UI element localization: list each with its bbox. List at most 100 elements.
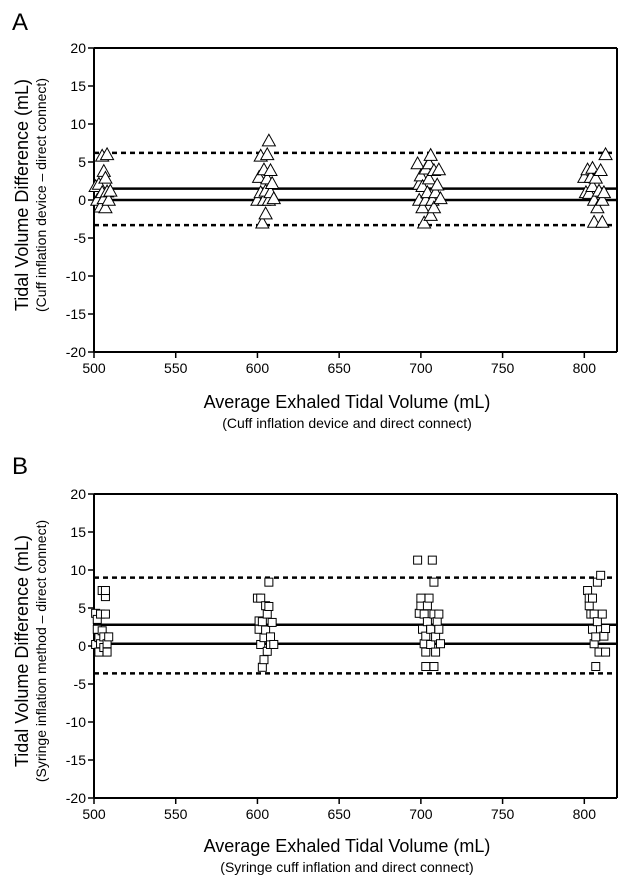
panel-a-data-point xyxy=(433,190,448,205)
panel-b-data-point xyxy=(431,647,441,657)
panel-a-xtick-label: 750 xyxy=(491,360,515,376)
panel-a-ytick-label: -15 xyxy=(66,306,86,322)
panel-a-data-point xyxy=(588,170,604,184)
panel-a-data-point xyxy=(266,190,282,205)
panel-b-data-point xyxy=(596,570,606,580)
panel-b-data-point xyxy=(592,617,602,627)
panel-b-data-point xyxy=(269,639,279,649)
panel-b-data-point xyxy=(100,586,110,596)
panel-a-xtick-label: 700 xyxy=(409,360,433,376)
panel-b-data-point xyxy=(421,662,431,672)
panel-a-data-point xyxy=(264,175,280,189)
panel-a-data-point xyxy=(259,146,275,161)
panel-b-ylabel: Tidal Volume Difference (mL) xyxy=(12,535,32,767)
panel-b-data-point xyxy=(434,609,444,619)
panel-b-data-point xyxy=(591,662,601,672)
panel-b-data-point xyxy=(597,609,607,619)
panel-a-data-point xyxy=(431,162,447,176)
panel-b-data-point xyxy=(266,632,276,642)
panel-a-xtick-label: 650 xyxy=(327,360,351,376)
panel-b-ytick-label: 15 xyxy=(70,524,86,540)
panel-b-data-point xyxy=(429,662,439,672)
panel-b-data-point xyxy=(416,593,426,603)
panel-b-ytick-label: -5 xyxy=(74,676,87,692)
panel-b-data-point xyxy=(264,601,274,611)
panel-b-data-point xyxy=(599,631,609,641)
panel-a-data-point xyxy=(415,200,430,214)
panel-b-data-point xyxy=(424,593,434,603)
panel-b-ytick-label: -15 xyxy=(66,752,86,768)
panel-b-ylabel-sub: (Syringe inflation method – direct conne… xyxy=(33,520,49,782)
panel-b-data-point xyxy=(421,647,431,657)
panel-b-data-point xyxy=(100,609,110,619)
panel-b-data-point xyxy=(426,624,436,634)
panel-a-xtick-label: 600 xyxy=(246,360,270,376)
panel-a-data-point xyxy=(102,183,118,197)
panel-b-data-point xyxy=(421,631,431,641)
panel-a-data-point xyxy=(594,192,610,206)
panel-b-xlabel: Average Exhaled Tidal Volume (mL) xyxy=(204,836,491,856)
panel-b-data-point xyxy=(434,624,444,634)
panel-a-data-point xyxy=(596,184,612,199)
panel-a-ytick-label: -20 xyxy=(66,344,86,360)
panel-b-data-point xyxy=(257,617,267,627)
panel-b-ytick-label: 0 xyxy=(78,638,86,654)
panel-b-data-point xyxy=(435,639,445,649)
panel-b-data-point xyxy=(257,662,267,672)
panel-a-data-point xyxy=(590,200,605,214)
panel-a-data-point xyxy=(429,177,445,191)
panel-a-data-point xyxy=(101,192,117,206)
panel-a-ytick-label: -5 xyxy=(74,230,87,246)
panel-a-data-point xyxy=(594,214,610,228)
panel-a-ytick-label: 20 xyxy=(70,40,86,56)
panel-b-data-point xyxy=(422,617,432,627)
panel-a-ytick-label: -10 xyxy=(66,268,86,284)
panel-a-data-point xyxy=(99,146,115,161)
panel-b-ytick-label: 10 xyxy=(70,562,86,578)
panel-a-ytick-label: 5 xyxy=(78,154,86,170)
panel-b-ytick-label: 20 xyxy=(70,486,86,502)
panel-b-data-point xyxy=(261,625,271,635)
panel-a-data-point xyxy=(426,200,442,214)
panel-b-data-point xyxy=(583,586,593,596)
panel-a-data-point xyxy=(593,162,609,177)
panel-b-ytick-label: -10 xyxy=(66,714,86,730)
panel-a-data-point xyxy=(585,160,600,174)
panel-b-data-point xyxy=(601,624,611,634)
panel-b-xtick-label: 800 xyxy=(573,806,597,822)
panel-b-xtick-label: 600 xyxy=(246,806,270,822)
panel-a-data-point xyxy=(254,215,270,229)
panel-b-data-point xyxy=(102,647,112,657)
panel-b-xlabel-sub: (Syringe cuff inflation and direct conne… xyxy=(220,859,473,875)
panel-a-data-point xyxy=(423,207,439,221)
panel-a-data-point xyxy=(263,162,278,177)
panel-b-data-point xyxy=(259,655,269,665)
panel-b-data-point xyxy=(267,617,277,627)
panel-a-data-point xyxy=(251,169,267,183)
panel-b-data-point xyxy=(584,601,594,611)
panel-a-data-point xyxy=(421,171,437,185)
panel-a-data-point xyxy=(423,147,439,161)
panel-a-xlabel-sub: (Cuff inflation device and direct connec… xyxy=(222,415,472,431)
panel-b-data-point xyxy=(104,632,114,642)
panel-b-data-point xyxy=(264,577,274,587)
panel-a-data-point xyxy=(258,206,273,220)
panel-a-label: A xyxy=(12,9,28,36)
panel-a-xtick-label: 800 xyxy=(573,360,597,376)
panel-a-ytick-label: 10 xyxy=(70,116,86,132)
panel-b-data-point xyxy=(422,601,432,611)
panel-a-data-point xyxy=(261,133,277,147)
panel-a-ylabel-sub: (Cuff inflation device – direct connect) xyxy=(33,78,49,312)
panel-b-data-point xyxy=(413,555,423,565)
panel-a-xtick-label: 500 xyxy=(82,360,106,376)
panel-a-ytick-label: 15 xyxy=(70,78,86,94)
panel-b-data-point xyxy=(419,609,429,619)
panel-b-data-point xyxy=(429,577,439,587)
panel-b-data-point xyxy=(591,632,601,642)
panel-a-data-point xyxy=(585,178,600,193)
panel-b-xtick-label: 550 xyxy=(164,806,188,822)
panel-a-data-point xyxy=(421,155,437,170)
